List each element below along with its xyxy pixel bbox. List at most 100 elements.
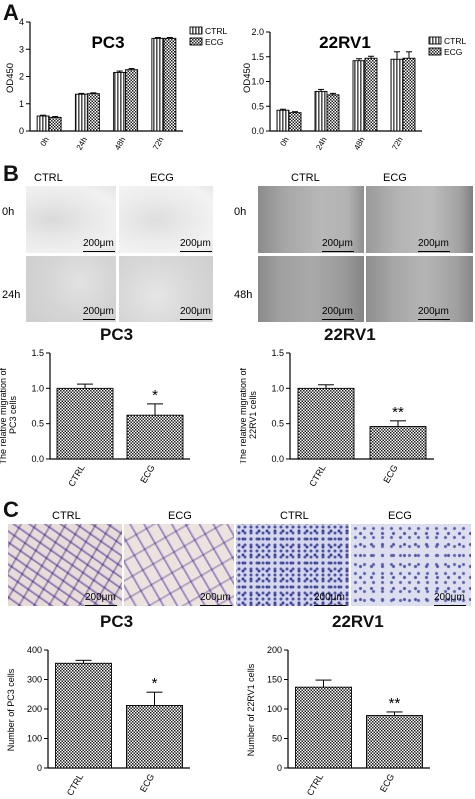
scalebar: 200μm bbox=[434, 592, 466, 606]
significance-marker: ** bbox=[389, 695, 401, 712]
scalebar: 200μm bbox=[418, 306, 450, 320]
y-tick-label: 0.5 bbox=[271, 419, 284, 429]
scalebar: 200μm bbox=[322, 306, 354, 320]
bar bbox=[163, 37, 177, 132]
micrograph-22rv1-ecg-0h bbox=[366, 186, 473, 253]
bar bbox=[402, 57, 416, 132]
bar bbox=[364, 57, 378, 132]
figure-title-pc3: PC3 bbox=[100, 612, 134, 631]
y-tick-label: 150 bbox=[267, 675, 282, 685]
figure-title-22rv1: 22RV1 bbox=[332, 612, 384, 631]
micrograph-22rv1-ecg-48h bbox=[366, 256, 473, 322]
scalebar: 200μm bbox=[180, 238, 212, 252]
micrograph-pc3-ctrl-24h bbox=[26, 256, 116, 322]
bar bbox=[366, 715, 423, 769]
y-axis-label: Number of PC3 cells bbox=[6, 668, 16, 751]
y-tick-label: 1.5 bbox=[251, 52, 264, 62]
bar bbox=[56, 387, 114, 460]
bar bbox=[314, 90, 328, 132]
scalebar: 200μm bbox=[200, 592, 232, 606]
bar bbox=[288, 112, 302, 132]
bar bbox=[326, 94, 340, 132]
bar bbox=[276, 109, 290, 132]
chart-pc3-count: Number of PC3 cells 0 100 200 300 400 CTRL * E… bbox=[6, 645, 190, 797]
chart-pc3-migration: The relative migration of PC3 cells 0.0 0… bbox=[0, 348, 190, 488]
col-label-ecg: ECG bbox=[150, 172, 174, 184]
bar bbox=[297, 387, 355, 460]
x-tick-label: CTRL bbox=[305, 772, 325, 797]
y-tick-label: 0.0 bbox=[251, 126, 264, 136]
legend-label: CTRL bbox=[205, 26, 227, 36]
x-tick-label: 48h bbox=[113, 136, 127, 152]
bar bbox=[352, 60, 366, 132]
legend-swatch bbox=[189, 37, 203, 46]
bar bbox=[86, 93, 100, 132]
y-axis-label: The relative migration of 22RV1 cells bbox=[240, 365, 258, 464]
x-tick-label: CTRL bbox=[65, 772, 85, 797]
micrograph-pc3-ctrl-0h bbox=[26, 186, 116, 253]
y-axis-label: Number of 22RV1 cells bbox=[246, 663, 256, 756]
panel-label-b: B bbox=[3, 161, 19, 186]
bar bbox=[126, 705, 183, 769]
row-label-48h: 48h bbox=[234, 289, 253, 301]
figure-title-pc3: PC3 bbox=[100, 325, 134, 344]
bar bbox=[369, 426, 427, 460]
row-label-0h: 0h bbox=[2, 206, 15, 218]
x-tick-label: 0h bbox=[39, 136, 51, 148]
y-axis-label: OD450 bbox=[5, 63, 16, 93]
x-tick-label: ECG bbox=[138, 463, 156, 485]
scalebar: 200μm bbox=[83, 306, 115, 320]
y-tick-label: 1.0 bbox=[251, 77, 264, 87]
bar bbox=[48, 116, 62, 132]
y-tick-label: 4 bbox=[19, 17, 24, 27]
col-label-ctrl: CTRL bbox=[34, 172, 63, 184]
micrograph-22rv1-ctrl-transwell bbox=[236, 524, 349, 606]
y-tick-label: 3 bbox=[19, 44, 24, 54]
chart-22rv1-count: Number of 22RV1 cells 0 50 100 150 200 CTRL *… bbox=[246, 645, 430, 797]
chart-title: PC3 bbox=[91, 33, 124, 52]
y-tick-label: 1 bbox=[19, 99, 24, 109]
legend-swatch bbox=[189, 26, 203, 35]
y-tick-label: 1.5 bbox=[31, 348, 44, 358]
row-label-0h: 0h bbox=[234, 206, 247, 218]
legend-swatch bbox=[428, 36, 442, 45]
x-tick-label: CTRL bbox=[307, 463, 327, 488]
scalebar: 200μm bbox=[418, 238, 450, 252]
micrograph-pc3-ecg-24h bbox=[119, 256, 213, 322]
y-tick-label: 100 bbox=[267, 704, 282, 714]
y-axis-label-line2: PC3 cells bbox=[8, 395, 18, 434]
bar bbox=[113, 71, 127, 132]
col-label-ecg: ECG bbox=[388, 510, 412, 522]
x-tick-label: ECG bbox=[138, 772, 156, 794]
legend-label: ECG bbox=[444, 47, 462, 57]
scalebar: 200μm bbox=[180, 306, 212, 320]
x-tick-label: CTRL bbox=[66, 463, 86, 488]
y-tick-label: 50 bbox=[272, 734, 282, 744]
x-tick-label: ECG bbox=[381, 463, 399, 485]
y-tick-label: 400 bbox=[27, 645, 42, 655]
y-axis-label: OD450 bbox=[242, 63, 253, 93]
y-tick-label: 0.0 bbox=[31, 454, 44, 464]
y-tick-label: 100 bbox=[27, 734, 42, 744]
chart-22rv1-migration: The relative migration of 22RV1 cells 0.… bbox=[240, 348, 434, 488]
micrograph-pc3-ctrl-transwell bbox=[8, 524, 122, 606]
y-tick-label: 1.5 bbox=[271, 348, 284, 358]
x-tick-label: 24h bbox=[75, 136, 89, 152]
col-label-ecg: ECG bbox=[168, 510, 192, 522]
y-axis-label-line2: 22RV1 cells bbox=[248, 391, 258, 439]
micrograph-pc3-ecg-0h bbox=[119, 186, 213, 253]
y-axis-label-line1: The relative migration of bbox=[240, 367, 248, 464]
x-tick-label: 72h bbox=[151, 136, 165, 152]
legend-label: CTRL bbox=[444, 36, 466, 46]
y-tick-label: 0.5 bbox=[251, 101, 264, 111]
y-tick-label: 200 bbox=[267, 645, 282, 655]
y-tick-label: 0.5 bbox=[31, 419, 44, 429]
y-tick-label: 0 bbox=[37, 763, 42, 773]
row-label-24h: 24h bbox=[2, 289, 21, 301]
y-axis-label: The relative migration of PC3 cells bbox=[0, 365, 18, 464]
bar bbox=[126, 414, 184, 460]
bar bbox=[55, 662, 112, 769]
y-tick-label: 0.0 bbox=[271, 454, 284, 464]
x-tick-label: ECG bbox=[378, 772, 396, 794]
chart-22rv1-od: 22RV1 OD450 0.00.51.01.52.0 0h 24h 48h 72h … bbox=[242, 27, 466, 152]
